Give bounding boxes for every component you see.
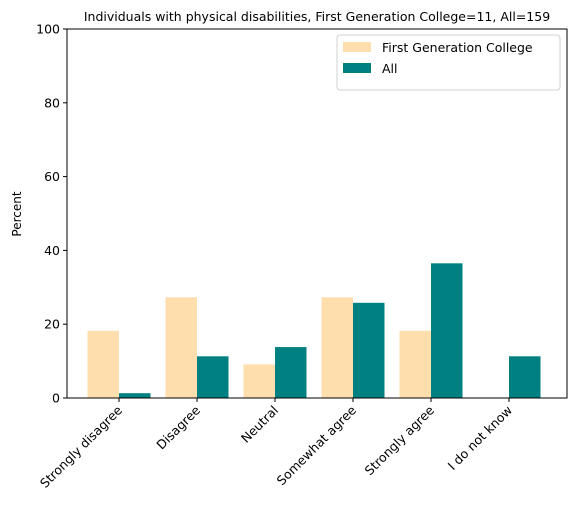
y-tick-label: 60 bbox=[44, 169, 60, 184]
bar-first-generation-0 bbox=[87, 330, 119, 398]
legend-swatch bbox=[343, 42, 371, 52]
x-tick-label: Strongly disagree bbox=[37, 402, 125, 490]
bar-all-4 bbox=[431, 263, 463, 398]
bar-all-1 bbox=[197, 356, 229, 398]
legend: First Generation College All bbox=[336, 34, 561, 91]
x-tick-label: Neutral bbox=[238, 403, 281, 446]
legend-swatch bbox=[343, 63, 371, 73]
y-tick-label: 40 bbox=[44, 243, 60, 258]
y-axis-ticks: 0 20 40 60 80 100 bbox=[36, 22, 67, 406]
x-tick-label: I do not know bbox=[445, 403, 516, 474]
bar-all-0 bbox=[119, 393, 151, 398]
bar-first-generation-1 bbox=[165, 297, 197, 398]
bar-first-generation-4 bbox=[399, 330, 431, 398]
y-axis-label: Percent bbox=[10, 191, 24, 236]
x-tick-label: Disagree bbox=[153, 402, 203, 452]
plot-frame bbox=[66, 28, 568, 399]
y-tick-label: 0 bbox=[52, 391, 60, 406]
legend-label: First Generation College bbox=[382, 40, 533, 55]
bar-first-generation-2 bbox=[243, 364, 275, 398]
legend-label: All bbox=[382, 61, 398, 76]
x-tick-label: Somewhat agree bbox=[274, 402, 360, 488]
chart-title: Individuals with physical disabilities, … bbox=[84, 9, 550, 24]
x-tick-label: Strongly agree bbox=[362, 402, 438, 478]
y-tick-label: 100 bbox=[36, 22, 60, 37]
bar-first-generation-3 bbox=[321, 297, 353, 398]
bar-all-2 bbox=[275, 347, 307, 398]
x-axis-ticks: Strongly disagree Disagree NeutralSomewhat… bbox=[37, 398, 515, 491]
bar-all-5 bbox=[509, 356, 541, 398]
bars-group bbox=[87, 263, 541, 398]
legend-box bbox=[336, 34, 561, 91]
bar-all-3 bbox=[353, 302, 385, 398]
y-tick-label: 20 bbox=[44, 317, 60, 332]
y-tick-label: 80 bbox=[44, 95, 60, 110]
